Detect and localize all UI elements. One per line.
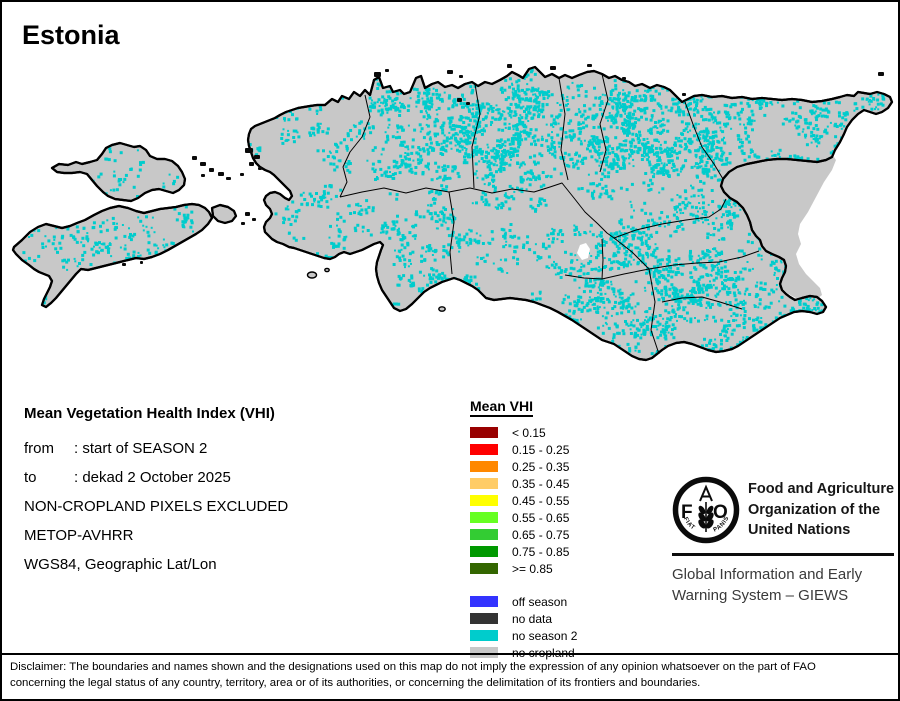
no-data-patches	[122, 64, 884, 266]
disclaimer: Disclaimer: The boundaries and names sho…	[2, 653, 898, 691]
legend-swatch	[470, 647, 498, 658]
legend-swatch	[470, 613, 498, 624]
legend-extra: off season no data no season 2 no cropla…	[470, 593, 577, 661]
legend-item: no cropland	[470, 644, 577, 661]
info-value: dekad 2 October 2025	[82, 469, 231, 486]
legend-swatch	[470, 495, 498, 506]
lake-peipus-area	[722, 154, 836, 299]
legend-swatch	[470, 461, 498, 472]
legend-swatch	[470, 630, 498, 641]
small-islands	[306, 267, 446, 312]
info-label: from	[24, 440, 54, 457]
fao-logo-icon: F O FIAT PANIS	[672, 476, 740, 544]
info-separator: :	[74, 469, 83, 486]
legend: Mean VHI < 0.15 0.15 - 0.25 0.25 - 0.35 …	[470, 398, 577, 661]
legend-item: >= 0.85	[470, 560, 577, 577]
inland-lake	[577, 243, 590, 260]
legend-swatch	[470, 444, 498, 455]
info-label: to	[24, 469, 37, 486]
legend-item: 0.55 - 0.65	[470, 509, 577, 526]
legend-title: Mean VHI	[470, 398, 534, 417]
map-info-block: Mean Vegetation Health Index (VHI) from:…	[24, 405, 454, 579]
info-row-to: to: dekad 2 October 2025	[24, 463, 454, 492]
coastline	[11, 65, 894, 362]
legend-swatch	[470, 478, 498, 489]
disclaimer-line-2: concerning the legal status of any count…	[10, 676, 701, 689]
legend-item: 0.65 - 0.75	[470, 526, 577, 543]
disclaimer-line-1: Disclaimer: The boundaries and names sho…	[10, 661, 816, 673]
legend-item: no season 2	[470, 627, 577, 644]
info-line-projection: WGS84, Geographic Lat/Lon	[24, 556, 217, 573]
legend-item: no data	[470, 610, 577, 627]
legend-item: 0.45 - 0.55	[470, 492, 577, 509]
page-title: Estonia	[22, 20, 120, 50]
legend-swatch	[470, 529, 498, 540]
giews-label: Global Information and Early Warning Sys…	[672, 566, 863, 604]
county-borders	[339, 73, 760, 355]
legend-item: 0.25 - 0.35	[470, 458, 577, 475]
legend-swatch	[470, 512, 498, 523]
legend-item: 0.35 - 0.45	[470, 475, 577, 492]
legend-item: 0.75 - 0.85	[470, 543, 577, 560]
fao-divider	[672, 553, 894, 556]
fao-block: F O FIAT PANIS	[672, 476, 898, 606]
fao-logo-letter-f: F	[681, 502, 693, 523]
fao-logo-letter-o: O	[713, 502, 728, 523]
legend-swatch	[470, 427, 498, 438]
legend-item: 0.15 - 0.25	[470, 441, 577, 458]
legend-item: off season	[470, 593, 577, 610]
info-separator: :	[74, 440, 83, 457]
info-line-sensor: METOP-AVHRR	[24, 527, 134, 544]
legend-swatch	[470, 563, 498, 574]
info-heading: Mean Vegetation Health Index (VHI)	[24, 405, 275, 422]
wheat-ear-icon	[698, 484, 714, 532]
info-value: start of SEASON 2	[82, 440, 208, 457]
legend-swatch	[470, 546, 498, 557]
info-row-from: from: start of SEASON 2	[24, 434, 454, 463]
info-line-cropland: NON-CROPLAND PIXELS EXCLUDED	[24, 498, 289, 515]
fao-org-name: Food and Agriculture Organization of the…	[748, 481, 895, 538]
legend-item: < 0.15	[470, 424, 577, 441]
legend-swatch	[470, 596, 498, 607]
